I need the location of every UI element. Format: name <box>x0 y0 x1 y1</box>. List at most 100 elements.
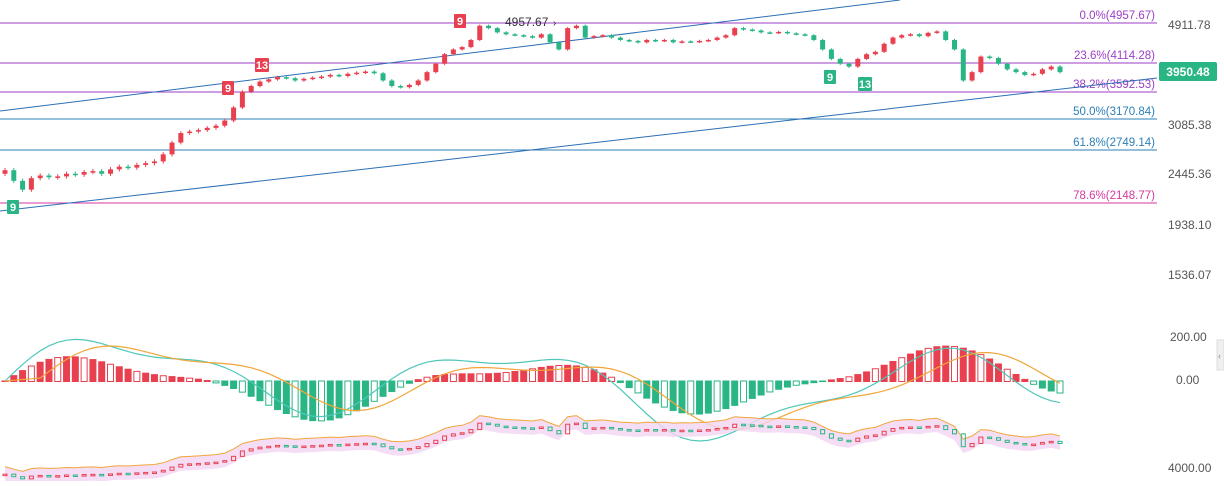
macd-bar <box>757 380 765 396</box>
td-marker <box>824 70 836 84</box>
candle-body <box>705 39 711 42</box>
macd-bar <box>863 371 871 382</box>
macd-bar <box>379 380 387 397</box>
candle-body <box>459 47 465 50</box>
lower-candle <box>697 429 703 432</box>
candle-body <box>494 28 500 33</box>
lower-candle <box>72 474 78 477</box>
macd-bar <box>713 380 721 412</box>
macd-bar <box>230 380 238 389</box>
macd-bar <box>485 373 493 383</box>
candle-body <box>969 72 975 81</box>
macd-bar <box>458 373 466 383</box>
lower-candle <box>195 462 201 466</box>
candle-body <box>345 73 351 77</box>
candle-body <box>626 39 632 42</box>
lower-candle <box>960 433 966 448</box>
macd-bar <box>520 369 528 383</box>
candle-body <box>547 34 553 43</box>
macd-bar <box>353 380 361 412</box>
fib-label: 0.0%(4957.67) <box>1080 10 1156 22</box>
macd-bar <box>766 380 774 393</box>
lower-candle <box>160 469 166 473</box>
candle-body <box>503 32 509 35</box>
macd-bar <box>265 380 273 406</box>
candle-body <box>134 164 140 168</box>
macd-bar <box>810 380 818 384</box>
candle-body <box>55 176 61 178</box>
macd-bar <box>959 347 967 382</box>
candle-body <box>450 49 456 55</box>
macd-bar <box>529 368 536 383</box>
lower-candle <box>784 425 790 428</box>
macd-bar <box>880 364 888 383</box>
chevron-left-icon[interactable]: ‹ <box>1218 351 1221 361</box>
candle-body <box>908 34 914 36</box>
peak-label: 4957.67 <box>505 15 549 29</box>
macd-bar <box>344 380 352 416</box>
lower-candle <box>380 443 386 448</box>
candle-body <box>1031 73 1037 76</box>
lower-candle <box>257 446 263 450</box>
macd-bar <box>186 377 194 382</box>
lower-candle <box>582 422 588 429</box>
macd-bar <box>933 346 941 383</box>
lower-candle <box>46 474 52 478</box>
lower-candle <box>723 426 729 430</box>
candle-body <box>978 56 984 73</box>
candle-body <box>248 86 254 92</box>
lower-candle <box>547 426 553 432</box>
macd-bar <box>54 357 62 382</box>
lower-candle <box>591 427 597 430</box>
td-marker-label: 9 <box>827 72 833 84</box>
candle-body <box>864 54 870 59</box>
candle-body <box>960 49 966 81</box>
macd-bar <box>792 380 800 386</box>
lower-candle <box>987 436 993 440</box>
lower-candle <box>828 433 834 439</box>
lower-candle <box>178 463 184 468</box>
y-tick-label: 1536.07 <box>1168 268 1212 282</box>
lower-candle <box>310 445 316 448</box>
candle-body <box>301 78 307 81</box>
macd-bar <box>669 380 677 411</box>
lower-candle <box>978 436 984 445</box>
candle-body <box>881 43 887 52</box>
sidebar-toggle-handle[interactable] <box>1216 339 1224 371</box>
candle-body <box>872 51 878 55</box>
lower-candle <box>283 444 289 448</box>
macd-bar <box>89 359 97 383</box>
candle-body <box>354 72 360 75</box>
candle-body <box>767 32 773 34</box>
candle-body <box>635 40 641 43</box>
macd-bar <box>80 357 88 382</box>
macd-bar <box>986 358 994 382</box>
lower-candle <box>1048 440 1054 444</box>
lower-candle <box>793 426 799 429</box>
candle-body <box>64 173 70 177</box>
candle-body <box>1039 69 1045 74</box>
lower-candle <box>327 444 333 447</box>
macd-bar <box>572 365 580 383</box>
candle-body <box>776 31 782 34</box>
fib-label: 78.6%(2148.77) <box>1073 190 1155 202</box>
y-tick-label: 4000.00 <box>1168 461 1212 475</box>
candle-body <box>389 80 395 87</box>
td-marker <box>858 77 872 91</box>
macd-bar <box>300 380 308 420</box>
macd-bar <box>1056 380 1064 394</box>
macd-bar <box>476 373 484 382</box>
candle-body <box>195 130 201 132</box>
macd-bar <box>247 380 255 397</box>
lower-candle <box>371 442 377 446</box>
lower-candle <box>213 461 219 465</box>
td-marker <box>255 58 269 72</box>
macd-bar <box>994 363 1002 382</box>
candle-body <box>617 37 623 40</box>
lower-candle <box>187 463 193 466</box>
lower-candle <box>389 446 395 450</box>
candle-body <box>486 25 492 29</box>
macd-bar <box>212 380 220 384</box>
